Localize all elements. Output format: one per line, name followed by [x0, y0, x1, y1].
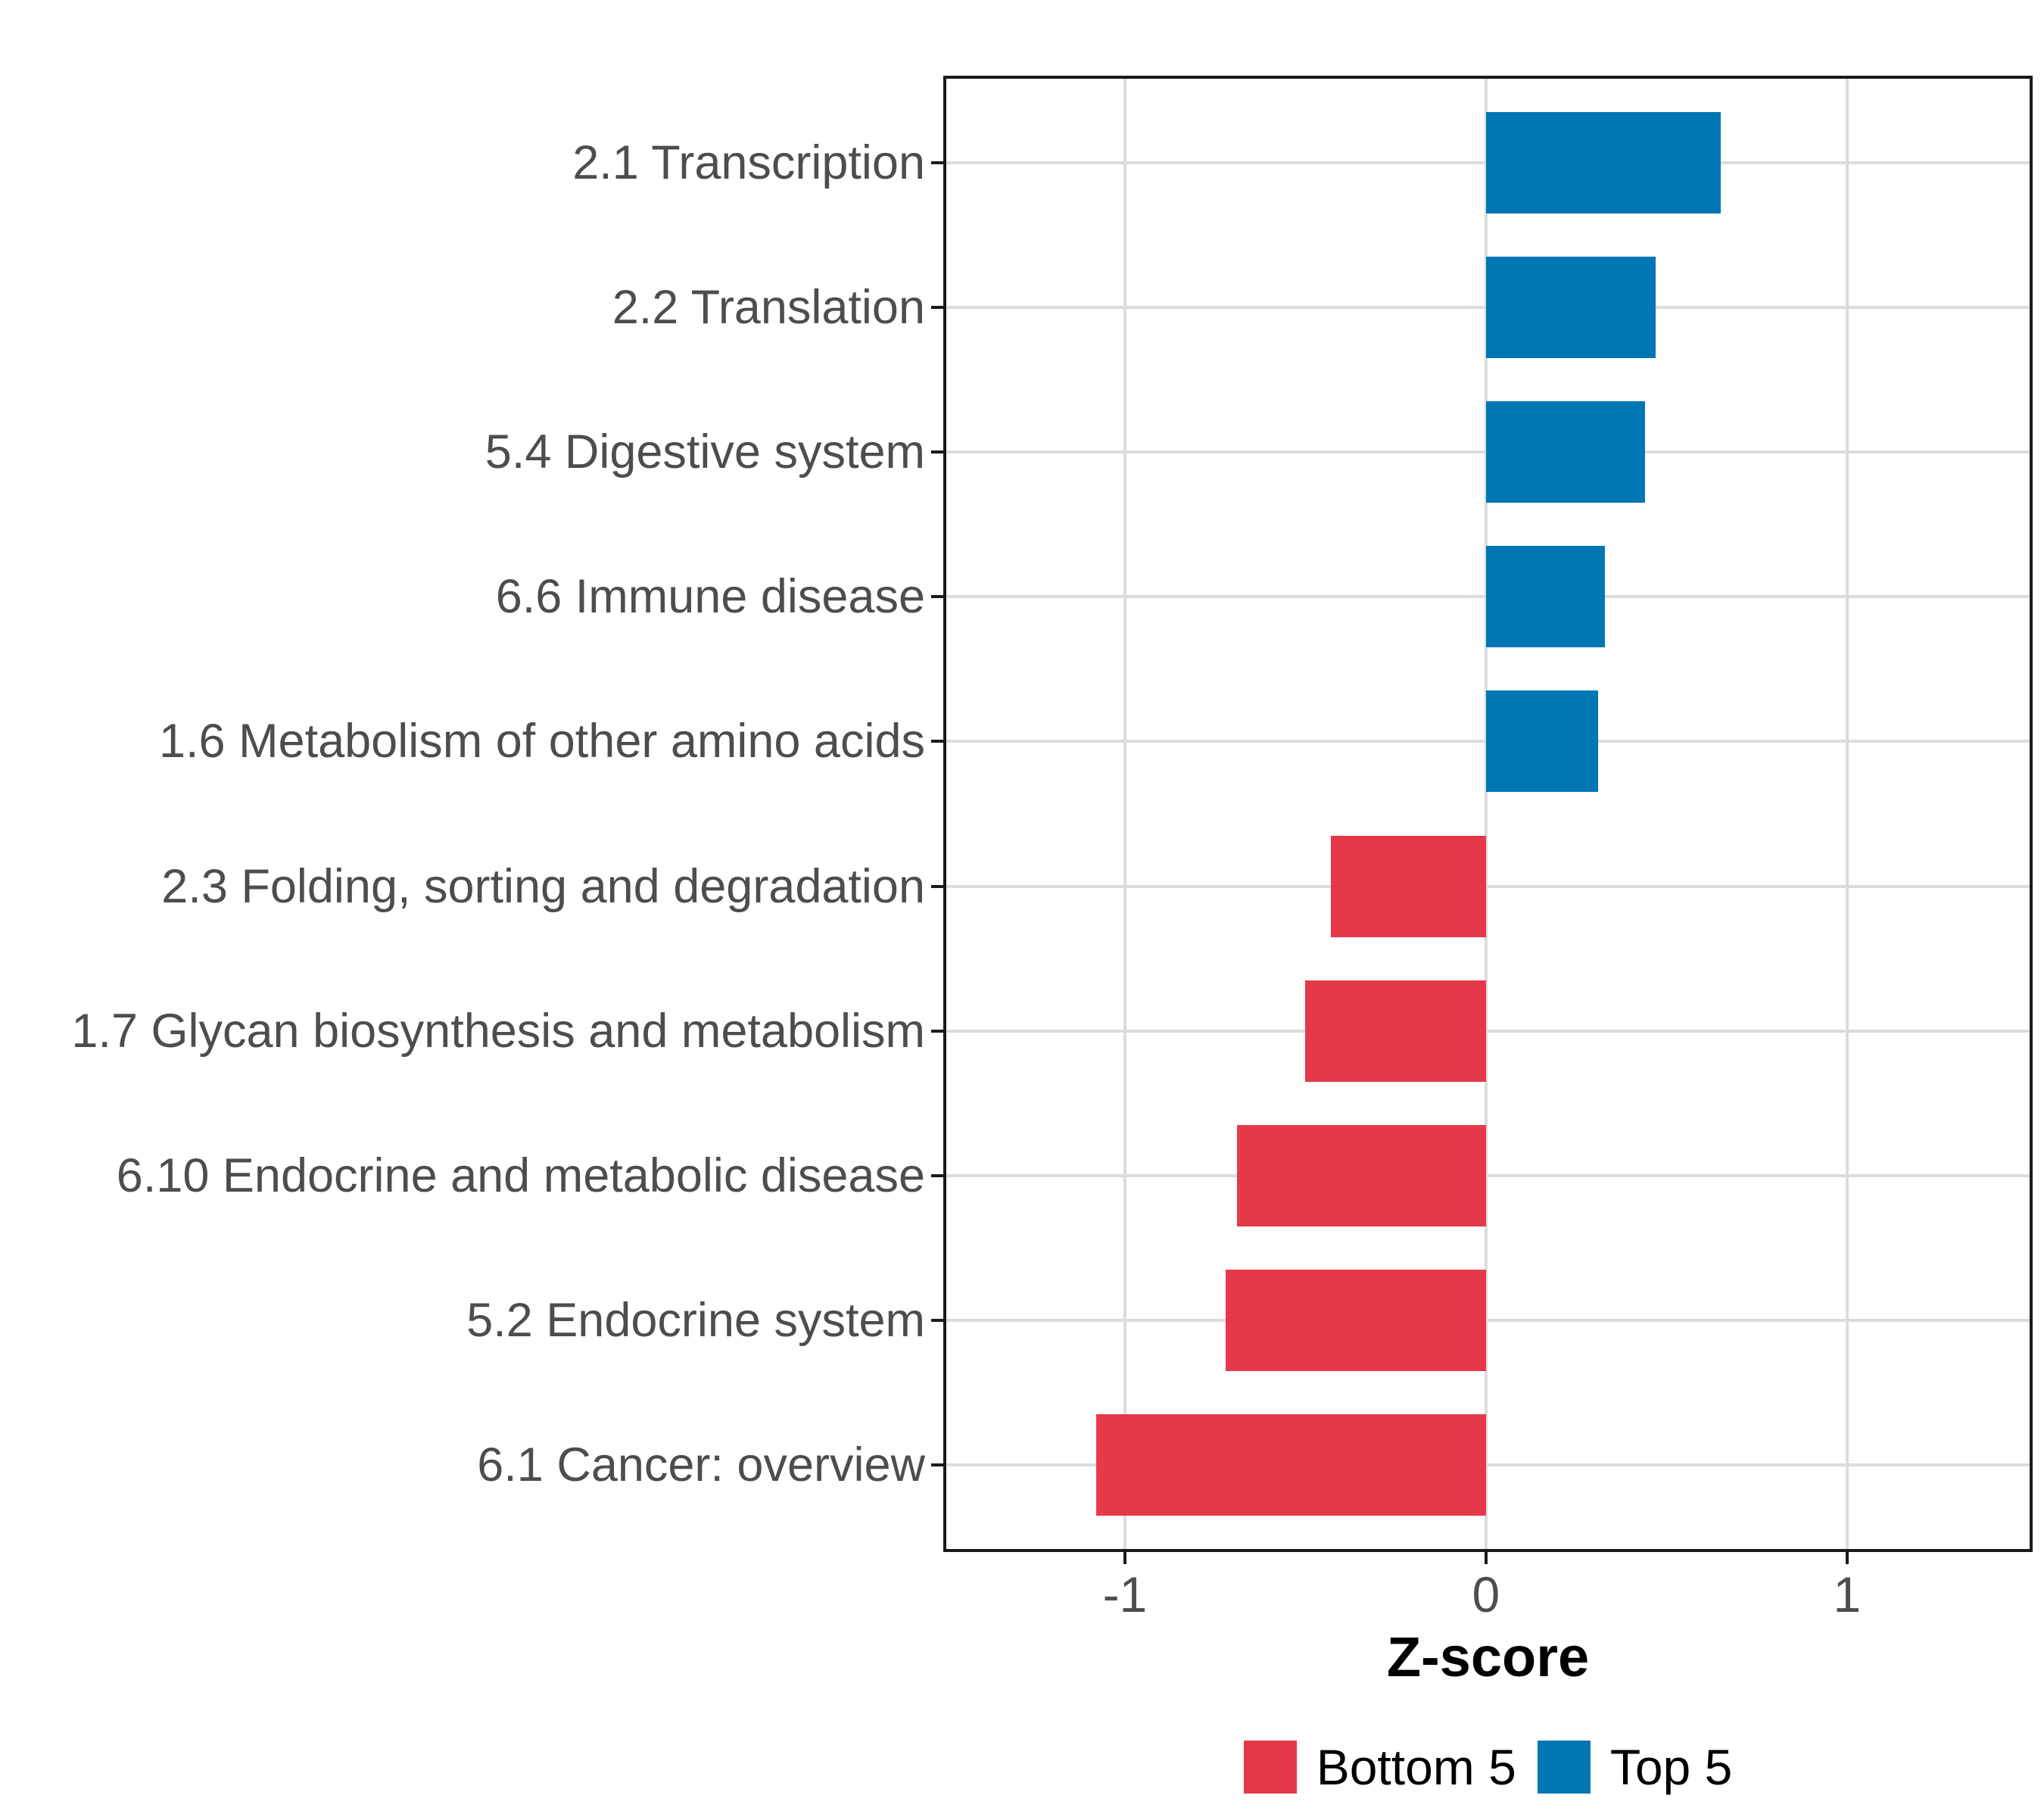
- y-axis-label: 2.1 Transcription: [572, 136, 925, 189]
- y-axis-label: 1.7 Glycan biosynthesis and metabolism: [71, 1004, 925, 1058]
- gridline-horizontal: [943, 1463, 2033, 1467]
- y-tick: [931, 1029, 943, 1033]
- gridline-vertical: [1845, 76, 1849, 1552]
- bar: [1485, 401, 1645, 503]
- legend-item: Bottom 5: [1243, 1738, 1516, 1796]
- legend-swatch: [1537, 1741, 1591, 1794]
- bar: [1226, 1270, 1486, 1372]
- gridline-vertical: [1123, 76, 1126, 1552]
- y-axis-label: 2.2 Translation: [612, 280, 925, 334]
- x-axis-tick-label: 0: [1472, 1566, 1500, 1622]
- y-axis-label: 6.1 Cancer: overview: [477, 1438, 925, 1492]
- legend-swatch: [1243, 1741, 1297, 1794]
- bar: [1305, 980, 1486, 1082]
- bar: [1236, 1124, 1486, 1226]
- x-tick: [1123, 1552, 1126, 1564]
- bar: [1485, 256, 1656, 358]
- x-axis-tick-label: 1: [1833, 1566, 1862, 1622]
- y-tick: [931, 161, 943, 164]
- bar: [1330, 835, 1486, 937]
- x-tick: [1484, 1552, 1488, 1564]
- y-axis-label: 5.2 Endocrine system: [466, 1294, 925, 1348]
- legend-item: Top 5: [1537, 1738, 1733, 1796]
- bar: [1485, 690, 1598, 793]
- gridline-vertical: [1484, 76, 1488, 1552]
- gridline-horizontal: [943, 1319, 2033, 1323]
- x-tick: [1845, 1552, 1849, 1564]
- y-axis-label: 1.6 Metabolism of other amino acids: [159, 715, 925, 768]
- y-axis-label: 2.3 Folding, sorting and degradation: [161, 859, 925, 913]
- legend-label: Bottom 5: [1316, 1739, 1516, 1795]
- y-tick: [931, 740, 943, 743]
- legend: Bottom 5 Top 5: [943, 1738, 2033, 1796]
- legend-label: Top 5: [1609, 1739, 1733, 1795]
- gridline-horizontal: [943, 1029, 2033, 1033]
- y-axis-label: 6.10 Endocrine and metabolic disease: [116, 1148, 925, 1202]
- x-axis-title: Z-score: [1386, 1625, 1590, 1688]
- gridline-horizontal: [943, 1173, 2033, 1177]
- plot-panel: [943, 76, 2033, 1552]
- y-axis-label: 5.4 Digestive system: [485, 425, 925, 479]
- x-axis-tick-label: -1: [1102, 1566, 1148, 1622]
- y-axis-label: 6.6 Immune disease: [495, 570, 925, 624]
- y-tick: [931, 305, 943, 309]
- bar: [1095, 1414, 1486, 1516]
- bar: [1485, 546, 1606, 648]
- bar: [1485, 111, 1721, 213]
- y-tick: [931, 450, 943, 454]
- y-tick: [931, 884, 943, 888]
- y-tick: [931, 1463, 943, 1467]
- y-tick: [931, 1173, 943, 1177]
- y-tick: [931, 1319, 943, 1323]
- y-axis-labels: 2.1 Transcription 2.2 Translation 5.4 Dige…: [0, 76, 925, 1552]
- gridline-horizontal: [943, 884, 2033, 888]
- y-tick: [931, 595, 943, 599]
